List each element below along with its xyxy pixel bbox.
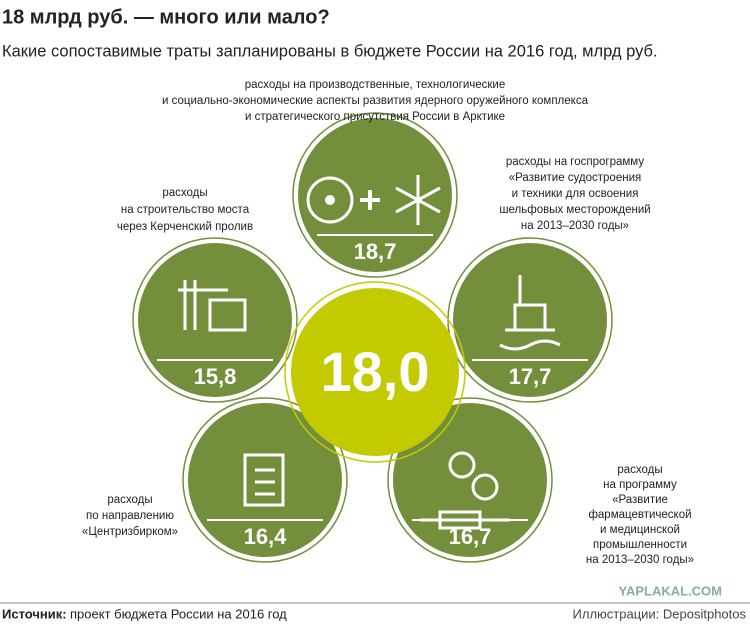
center-value: 18,0 [321,340,430,403]
node-circle [188,403,342,557]
node-label: расходы на производственные, технологиче… [245,79,505,91]
node-label: на 2013–2030 годы» [586,554,694,566]
node-label: фармацевтической [588,509,691,521]
node-label: расходы [162,187,207,199]
title: 18 млрд руб. — много или мало? [2,6,330,28]
node-label: расходы на госпрограмму [506,156,644,168]
node-circle [298,118,452,272]
center-circle [291,288,459,456]
node-label: на 2013–2030 годы» [521,220,629,232]
node-label: шельфовых месторождений [499,204,650,216]
node-value: 16,4 [244,524,288,549]
node-circle [453,243,607,397]
node-label: расходы [617,464,662,476]
node-label: «Центризбирком» [82,526,178,538]
node-outline [292,112,458,278]
source: проект бюджета России на 2016 год [70,606,287,621]
node-label: и социально-экономические аспекты развит… [162,95,589,107]
source-label: Источник: [2,606,67,621]
node-label: «Развитие судостроения [509,172,641,184]
node-label: «Развитие [612,494,668,506]
watermark: YAPLAKAL.COM [618,583,722,598]
credit: Иллюстрации: Depositphotos [573,606,747,621]
node-value: 15,8 [194,364,237,389]
node-outline [182,397,348,563]
node-label: по направлению [86,510,174,522]
node-label: через Керченский пролив [117,221,253,233]
node-label: на строительство моста [121,204,250,216]
node-outline [132,237,298,403]
node-label: и техники для освоения [512,188,639,200]
node-value: 17,7 [509,364,552,389]
node-label: расходы [107,494,152,506]
node-circle [138,243,292,397]
node-label: на программу [603,479,677,491]
icons [178,175,561,530]
node-label: и медицинской [600,524,680,536]
center-outline [284,281,466,463]
subtitle: Какие сопоставимые траты запланированы в… [2,42,658,60]
node-label: и стратегического присутствия России в А… [245,111,505,123]
node-value: 18,7 [354,239,397,264]
node-label: промышленности [593,539,687,551]
node-outline [387,397,553,563]
